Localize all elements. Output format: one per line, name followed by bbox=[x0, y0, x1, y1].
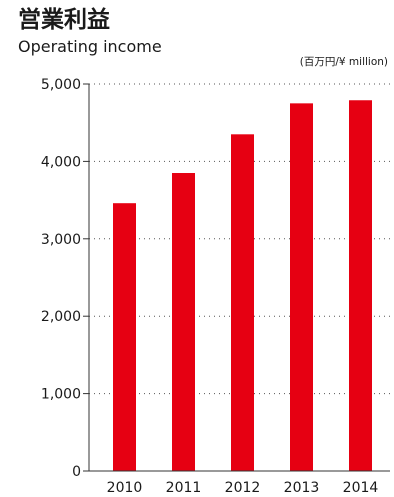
y-tick-label: 3,000 bbox=[41, 232, 81, 248]
chart-subtitle: Operating income bbox=[18, 37, 162, 56]
bars bbox=[113, 100, 372, 472]
chart-title: 営業利益 bbox=[18, 7, 110, 33]
y-tick-label: 1,000 bbox=[41, 387, 81, 403]
x-tick-label: 2010 bbox=[107, 480, 143, 496]
x-tick-label: 2012 bbox=[225, 480, 261, 496]
unit-label: (百万円/¥ million) bbox=[299, 56, 388, 68]
x-tick-label: 2013 bbox=[284, 480, 320, 496]
bar-2012 bbox=[231, 134, 254, 471]
bar-2011 bbox=[172, 173, 195, 471]
tick-labels: 0 1,000 2,000 3,000 4,000 5,000 2010 2011 2012 20… bbox=[41, 77, 378, 496]
axes bbox=[83, 83, 390, 472]
bar-2013 bbox=[290, 103, 313, 471]
x-tick-label: 2014 bbox=[343, 480, 379, 496]
bar-2014 bbox=[349, 100, 372, 471]
y-tick-label: 2,000 bbox=[41, 309, 81, 325]
x-tick-label: 2011 bbox=[166, 480, 202, 496]
y-tick-label: 4,000 bbox=[41, 154, 81, 170]
y-tick-label: 0 bbox=[72, 464, 81, 480]
bar-2010 bbox=[113, 203, 136, 472]
y-tick-label: 5,000 bbox=[41, 77, 81, 93]
